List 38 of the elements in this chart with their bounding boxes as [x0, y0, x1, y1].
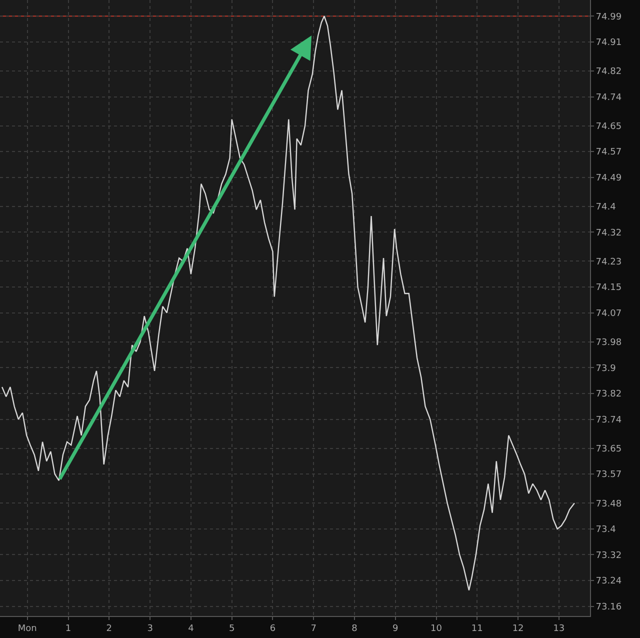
x-tick-label: 10 [430, 624, 442, 634]
x-tick-label: 4 [188, 624, 194, 634]
y-tick-label: 73.32 [596, 550, 622, 561]
x-tick-label: 6 [270, 624, 276, 634]
y-tick-label: 73.24 [596, 576, 622, 587]
x-tick-label: Mon [18, 624, 37, 634]
x-tick-label: 2 [106, 624, 112, 634]
y-tick-label: 73.57 [596, 470, 622, 480]
y-tick-label: 74.23 [596, 257, 622, 268]
y-tick-label: 73.82 [596, 390, 622, 400]
x-tick-label: 8 [352, 624, 358, 634]
x-tick-label: 12 [512, 624, 524, 634]
y-tick-label: 74.15 [596, 283, 622, 294]
line-series [1, 16, 576, 591]
x-tick-label: 13 [553, 624, 565, 634]
y-tick-label: 74.4 [596, 202, 616, 213]
y-tick-label: 74.82 [596, 67, 622, 78]
x-tick-label: 9 [392, 624, 399, 634]
y-tick-label: 74.49 [596, 174, 622, 184]
x-tick-label: 3 [147, 624, 153, 634]
x-tick-label: 1 [65, 624, 72, 634]
y-tick-label: 74.07 [596, 308, 622, 319]
y-tick-label: 73.9 [596, 364, 616, 374]
y-tick-label: 74.99 [596, 12, 622, 22]
y-tick-label: 74.57 [596, 148, 622, 158]
y-tick-label: 73.48 [596, 499, 622, 510]
y-tick-label: 74.74 [596, 92, 622, 103]
x-tick-label: 7 [310, 624, 316, 634]
x-tick-label: 11 [471, 624, 483, 634]
y-tick-label: 73.98 [596, 338, 622, 348]
x-tick-label: 5 [228, 624, 235, 634]
y-tick-label: 73.65 [596, 444, 622, 454]
y-tick-label: 74.32 [596, 228, 622, 238]
y-tick-label: 74.91 [596, 38, 622, 48]
y-tick-label: 73.74 [596, 415, 622, 426]
y-tick-label: 73.4 [596, 525, 616, 536]
y-tick-label: 73.16 [596, 602, 622, 612]
y-tick-label: 74.65 [596, 122, 622, 132]
